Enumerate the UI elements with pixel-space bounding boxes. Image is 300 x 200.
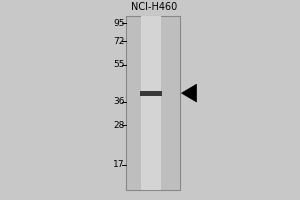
Bar <box>141 16 161 190</box>
Polygon shape <box>182 84 196 102</box>
Text: 72: 72 <box>113 37 124 46</box>
Text: 28: 28 <box>113 121 124 130</box>
Text: 95: 95 <box>113 19 124 28</box>
Text: NCI-H460: NCI-H460 <box>131 2 178 12</box>
Text: 17: 17 <box>113 160 124 169</box>
Bar <box>126 16 180 190</box>
Bar <box>140 91 162 96</box>
Text: 55: 55 <box>113 60 124 69</box>
Text: 36: 36 <box>113 97 124 106</box>
